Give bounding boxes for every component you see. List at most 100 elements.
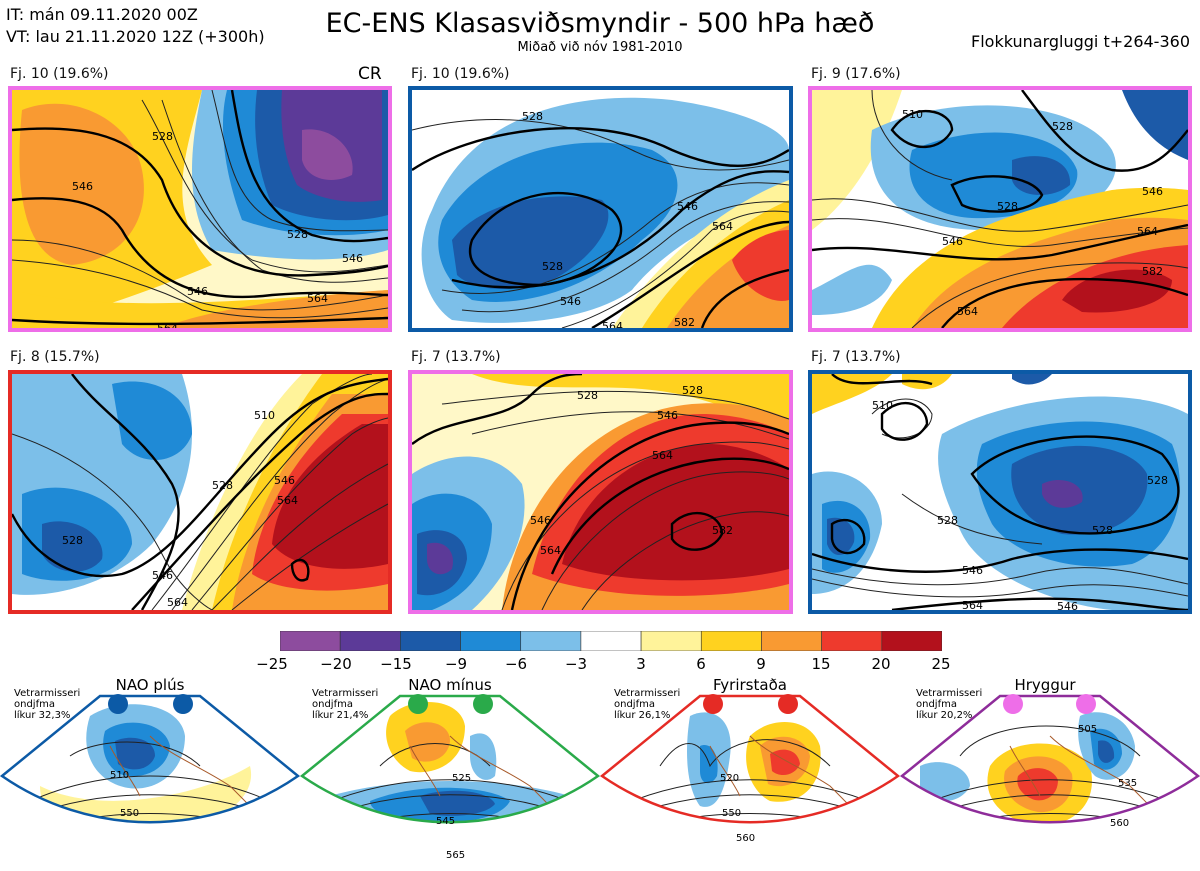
colorbar-tick: −9 [444,655,468,673]
regime-ridge: Hryggur Vetrarmisseri ondjfma líkur 20,2… [900,676,1200,871]
colorbar-swatch [700,630,762,652]
contour-label: 528 [62,534,83,547]
panel-2-label: Fj. 10 (19.6%) [411,66,510,82]
note-line: ondjfma [312,699,353,710]
colorbar-swatches [279,630,943,652]
contour-label: 510 [872,399,893,412]
colorbar-swatch [339,630,401,652]
colorbar-swatch [881,630,943,652]
cluster-map-5: 528 528 546 546 564 564 582 [408,370,793,614]
colorbar-tick: 20 [871,655,891,673]
cluster-map-2: 528 528 546 546 564 564 582 [408,86,793,332]
regime-probability-note: Vetrarmisseri ondjfma líkur 21,4% [312,688,378,721]
colorbar-tick: −15 [380,655,412,673]
regime-nao-minus: NAO mínus Vetrarmisseri ondjfma líkur 21… [300,676,600,871]
colorbar-tick: −3 [564,655,588,673]
regime-title: Hryggur [1014,676,1076,694]
colorbar-swatch [400,630,461,652]
panel-3-label: Fj. 9 (17.6%) [811,66,901,82]
regime-marker [173,694,193,714]
panel-1-tag: CR [358,64,382,84]
colorbar [279,630,943,652]
page-subtitle: Miðað við nóv 1981-2010 [517,40,683,55]
note-line: líkur 21,4% [312,710,369,721]
contour-label: 564 [307,292,328,305]
contour-label: 546 [274,474,295,487]
contour-label: 564 [712,220,733,233]
regime-marker [108,694,128,714]
contour-label: 510 [902,108,923,121]
contour-label: 546 [1057,600,1078,610]
contour-label: 550 [722,808,741,819]
colorbar-swatch [580,630,642,652]
contour-label: 582 [1142,265,1163,278]
colorbar-swatch [279,630,341,652]
colorbar-swatch [640,630,702,652]
contour-label: 565 [446,850,465,861]
contour-label: 546 [187,285,208,298]
contour-label: 564 [957,305,978,318]
panel-5-label: Fj. 7 (13.7%) [411,349,501,365]
regime-blocking: Fyrirstaða Vetrarmisseri ondjfma líkur 2… [600,676,900,871]
contour-label: 550 [120,808,139,819]
regime-nao-plus: NAO plús Vetrarmisseri ondjfma líkur 32,… [0,676,300,871]
contour-label: 528 [682,384,703,397]
contour-label: 564 [962,599,983,610]
colorbar-tick: −6 [504,655,528,673]
contour-label: 546 [962,564,983,577]
contour-label: 560 [1110,818,1129,829]
contour-label: 546 [530,514,551,527]
contour-label: 528 [212,479,233,492]
contour-label: 546 [677,200,698,213]
contour-label: 505 [1078,724,1097,735]
contour-label: 528 [287,228,308,241]
colorbar-swatch [761,630,822,652]
cluster-map-1: 528 546 546 546 564 564 528 [8,86,392,332]
colorbar-tick: −25 [256,655,288,673]
contour-label: 564 [652,449,673,462]
cluster-map-4: 510 528 528 546 546 564 564 [8,370,392,614]
regime-marker [1003,694,1023,714]
contour-label: 564 [157,322,178,328]
contour-label: 564 [167,596,188,609]
contour-label: 528 [997,200,1018,213]
note-line: ondjfma [614,699,655,710]
colorbar-tick: 15 [811,655,831,673]
contour-label: 520 [720,773,739,784]
contour-label: 535 [1118,778,1137,789]
note-line: Vetrarmisseri [312,688,379,699]
note-line: líkur 26,1% [614,710,671,721]
contour-label: 510 [110,770,129,781]
init-time: IT: mán 09.11.2020 00Z [6,5,198,24]
contour-label: 528 [937,514,958,527]
page-title: EC-ENS Klasasviðsmyndir - 500 hPa hæð [325,8,875,39]
colorbar-swatch [520,630,582,652]
contour-label: 546 [657,409,678,422]
contour-label: 525 [452,773,471,784]
regime-probability-note: Vetrarmisseri ondjfma líkur 20,2% [916,688,982,721]
contour-label: 560 [736,833,755,844]
colorbar-tick: 25 [931,655,951,673]
colorbar-swatch [460,630,522,652]
note-line: Vetrarmisseri [614,688,681,699]
note-line: ondjfma [916,699,957,710]
regime-marker [1076,694,1096,714]
panel-6-label: Fj. 7 (13.7%) [811,349,901,365]
note-line: líkur 32,3% [14,710,71,721]
contour-label: 528 [542,260,563,273]
regime-marker [473,694,493,714]
cluster-map-6: 510 528 528 528 546 546 564 [808,370,1192,614]
note-line: ondjfma [14,699,55,710]
header-times: IT: mán 09.11.2020 00Z VT: lau 21.11.202… [6,4,265,48]
contour-label: 510 [254,409,275,422]
contour-label: 564 [277,494,298,507]
contour-label: 528 [152,130,173,143]
contour-label: 528 [577,389,598,402]
colorbar-tick: 3 [636,655,646,673]
regime-marker [408,694,428,714]
contour-label: 528 [1052,120,1073,133]
panel-1-label: Fj. 10 (19.6%) [10,66,109,82]
contour-label: 546 [152,569,173,582]
regime-marker [703,694,723,714]
colorbar-tick: 6 [696,655,706,673]
